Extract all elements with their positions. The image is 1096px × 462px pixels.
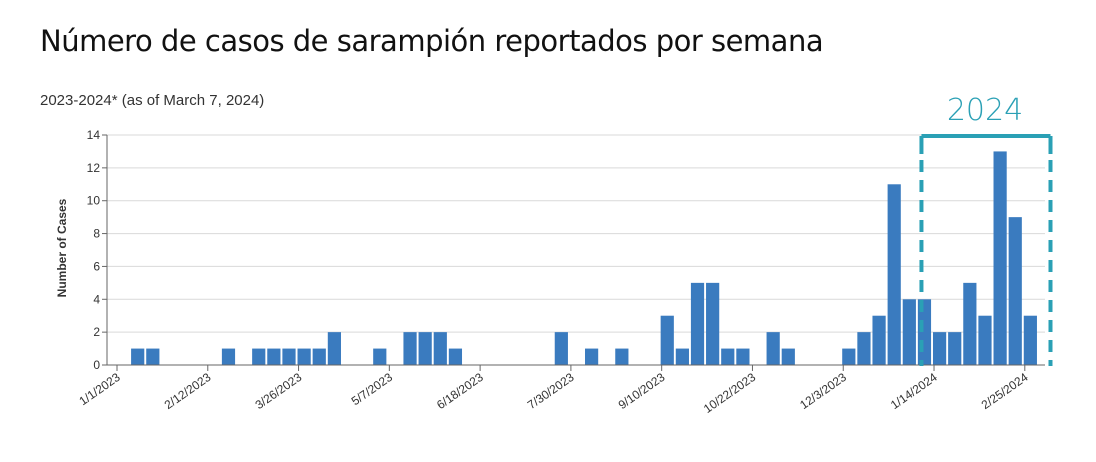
bar: [887, 184, 901, 365]
bar: [690, 282, 705, 365]
y-tick-label: 4: [93, 292, 100, 306]
bar: [554, 332, 568, 365]
bar: [403, 332, 417, 365]
bar: [766, 332, 780, 365]
y-tick-label: 10: [87, 194, 101, 208]
y-tick-label: 14: [87, 128, 101, 142]
x-tick-label: 2/25/2024: [979, 370, 1031, 412]
bar: [932, 332, 947, 365]
bar: [781, 348, 795, 365]
highlight-label: 2024: [947, 93, 1023, 128]
bar: [252, 348, 266, 365]
bar: [418, 332, 432, 365]
x-tick-label: 12/3/2023: [797, 370, 849, 412]
bar: [221, 348, 236, 365]
x-tick-label: 1/14/2024: [888, 370, 940, 412]
bar: [857, 332, 871, 365]
bar: [660, 315, 674, 365]
bar: [131, 348, 145, 365]
x-tick-label: 1/1/2023: [76, 370, 123, 408]
x-tick-label: 6/18/2023: [434, 370, 486, 412]
bar: [948, 332, 962, 365]
bar: [993, 151, 1007, 365]
bar: [448, 348, 463, 365]
bar: [1008, 217, 1022, 365]
y-tick-label: 2: [93, 325, 100, 339]
x-axis: 1/1/2023 2/12/2023 3/26/2023 5/7/2023 6/18/2…: [76, 364, 1045, 416]
bar: [1023, 315, 1037, 365]
bar: [675, 348, 689, 365]
bar: [872, 315, 886, 365]
highlight-2024: [919, 134, 1053, 366]
bar: [902, 299, 916, 365]
bar: [312, 348, 326, 365]
bar: [373, 348, 387, 365]
chart-subtitle: 2023-2024* (as of March 7, 2024): [40, 92, 265, 109]
bar: [433, 332, 447, 365]
x-tick-label: 9/10/2023: [616, 370, 668, 412]
bar: [327, 332, 341, 365]
y-axis-title: Number of Cases: [55, 198, 69, 297]
bars: [131, 151, 1037, 365]
x-tick-label: 2/12/2023: [162, 370, 214, 412]
bar: [267, 348, 281, 365]
bar: [282, 348, 296, 365]
x-tick-label: 3/26/2023: [253, 370, 305, 412]
x-tick-label: 10/22/2023: [701, 370, 758, 416]
bar: [721, 348, 735, 365]
x-tick-label: 5/7/2023: [349, 370, 396, 408]
y-axis: 0 2 4 6 8 10 12 14: [87, 128, 108, 372]
bar: [736, 348, 750, 365]
bar: [963, 282, 977, 365]
y-tick-label: 6: [93, 259, 100, 273]
bar: [297, 348, 311, 365]
y-tick-label: 8: [93, 227, 100, 241]
x-tick-label: 7/30/2023: [525, 370, 577, 412]
bar: [978, 315, 992, 365]
y-tick-label: 0: [93, 358, 100, 372]
bar: [706, 282, 720, 365]
page-title: Número de casos de sarampión reportados …: [40, 24, 824, 58]
bar: [615, 348, 629, 365]
bar: [842, 348, 856, 365]
bar: [585, 348, 599, 365]
y-tick-label: 12: [87, 161, 101, 175]
bar: [146, 348, 160, 365]
